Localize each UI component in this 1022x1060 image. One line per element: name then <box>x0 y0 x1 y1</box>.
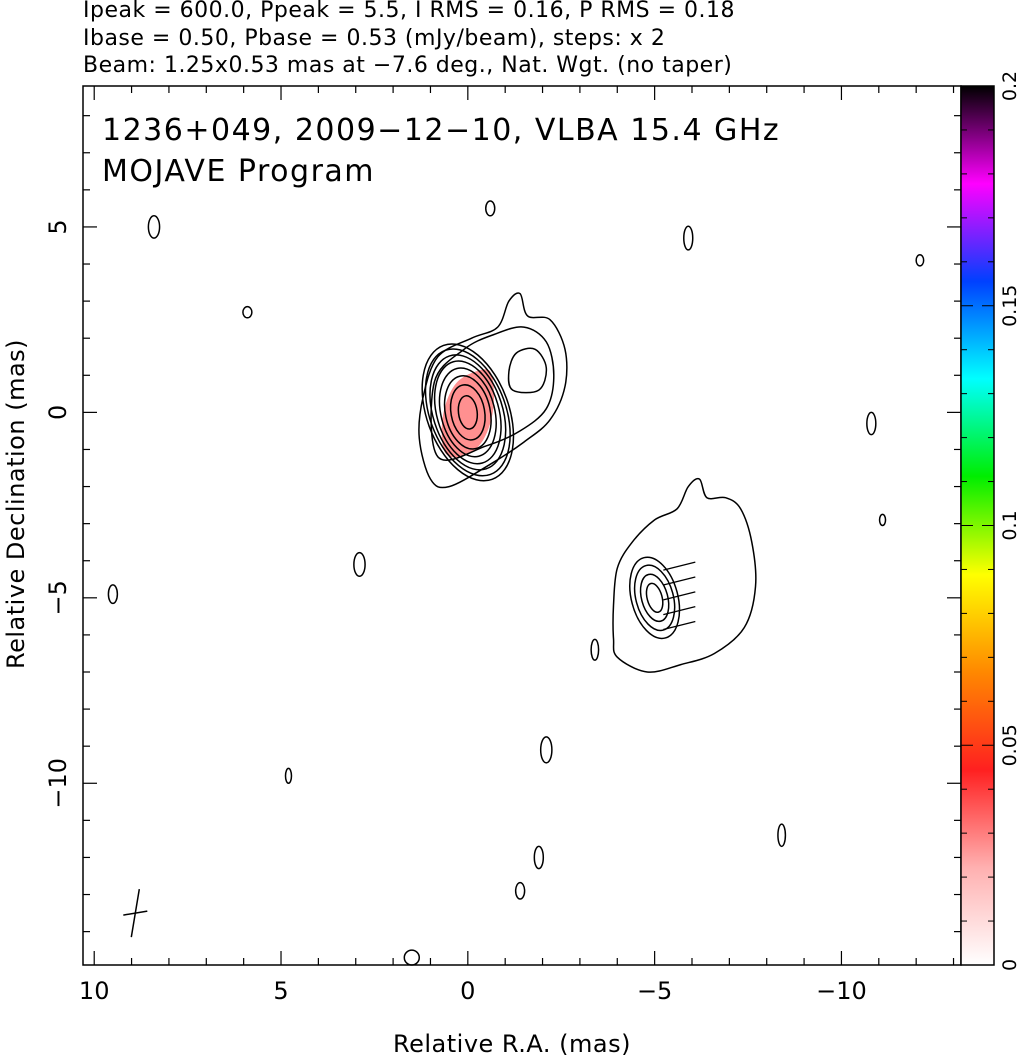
header-base-line: Ibase = 0.50, Pbase = 0.53 (mJy/beam), s… <box>83 26 666 51</box>
noise-contour <box>866 411 877 436</box>
contour-secondary-level-3 <box>633 564 676 632</box>
noise-contour <box>147 215 161 239</box>
noise-contour <box>878 513 887 527</box>
noise-contour <box>683 225 694 251</box>
chart-subtitle: MOJAVE Program <box>102 154 376 189</box>
contour-secondary-level-1 <box>645 582 664 614</box>
contour-core-level-3 <box>443 375 492 450</box>
contour-secondary-outer <box>612 477 757 673</box>
y-tick-label: −5 <box>44 580 72 615</box>
colorbar-tick-label: 0.15 <box>999 285 1021 327</box>
contour-core-level-2 <box>449 384 486 441</box>
contour-core-jet-outer <box>418 292 568 489</box>
polarization-patch <box>441 369 494 458</box>
x-axis-label: Relative R.A. (mas) <box>393 1030 631 1058</box>
noise-contour <box>485 200 496 217</box>
contour-jet-hole <box>507 347 548 394</box>
colorbar-tick-label: 0.2 <box>999 71 1021 101</box>
contour-secondary-level-2 <box>639 573 670 623</box>
chart-title: 1236+049, 2009−12−10, VLBA 15.4 GHz <box>102 113 781 148</box>
x-tick-label: 5 <box>273 977 288 1005</box>
header-beam-line: Beam: 1.25x0.53 mas at −7.6 deg., Nat. W… <box>83 53 733 78</box>
x-tick-label: −10 <box>816 977 867 1005</box>
plot-frame <box>82 85 962 966</box>
y-tick-label: 5 <box>44 219 72 234</box>
colorbar: 0 0.05 0.1 0.15 0.2 <box>960 71 1021 971</box>
contour-core-jet-mid <box>430 326 555 461</box>
noise-contour <box>533 845 545 870</box>
header-stats-line: Ipeak = 600.0, Ppeak = 5.5, I RMS = 0.16… <box>83 0 735 23</box>
x-tick-label: 10 <box>79 977 110 1005</box>
contour-core-level-8 <box>421 343 515 482</box>
contour-core-level-4 <box>438 367 497 458</box>
polarization-vector <box>663 620 696 631</box>
noise-contour <box>403 949 421 966</box>
noise-contour <box>284 767 293 785</box>
axes-layer: 10 5 0 −5 −10 5 0 −5 −10 <box>44 86 961 1005</box>
x-tick-label: 0 <box>460 977 475 1005</box>
plot-layer <box>107 200 925 966</box>
noise-contour <box>590 638 600 661</box>
colorbar-tick-label: 0.05 <box>999 724 1021 766</box>
noise-contour <box>353 551 366 578</box>
polarization-vector <box>663 561 696 571</box>
contour-secondary-level-4 <box>629 556 681 640</box>
noise-contour <box>915 254 925 267</box>
polarization-vector <box>663 576 696 586</box>
noise-contour <box>242 305 253 319</box>
y-tick-label: 0 <box>44 405 72 420</box>
noise-contour <box>539 736 553 764</box>
y-axis-label: Relative Declination (mas) <box>2 338 30 669</box>
y-tick-label: −10 <box>44 758 72 809</box>
x-tick-label: −5 <box>637 977 672 1005</box>
contour-core-level-1 <box>457 395 479 430</box>
contour-core-level-5 <box>433 360 502 465</box>
noise-contour <box>107 584 119 605</box>
contour-core-level-6 <box>429 354 507 471</box>
noise-contour <box>514 881 526 900</box>
polarization-vector <box>663 606 696 616</box>
noise-contour <box>777 823 787 848</box>
colorbar-tick-label: 0 <box>999 959 1021 971</box>
contour-core-level-7 <box>424 348 511 477</box>
beam-minor-axis <box>123 910 148 916</box>
polarization-vector <box>663 591 696 601</box>
colorbar-tick-label: 0.1 <box>999 510 1021 540</box>
